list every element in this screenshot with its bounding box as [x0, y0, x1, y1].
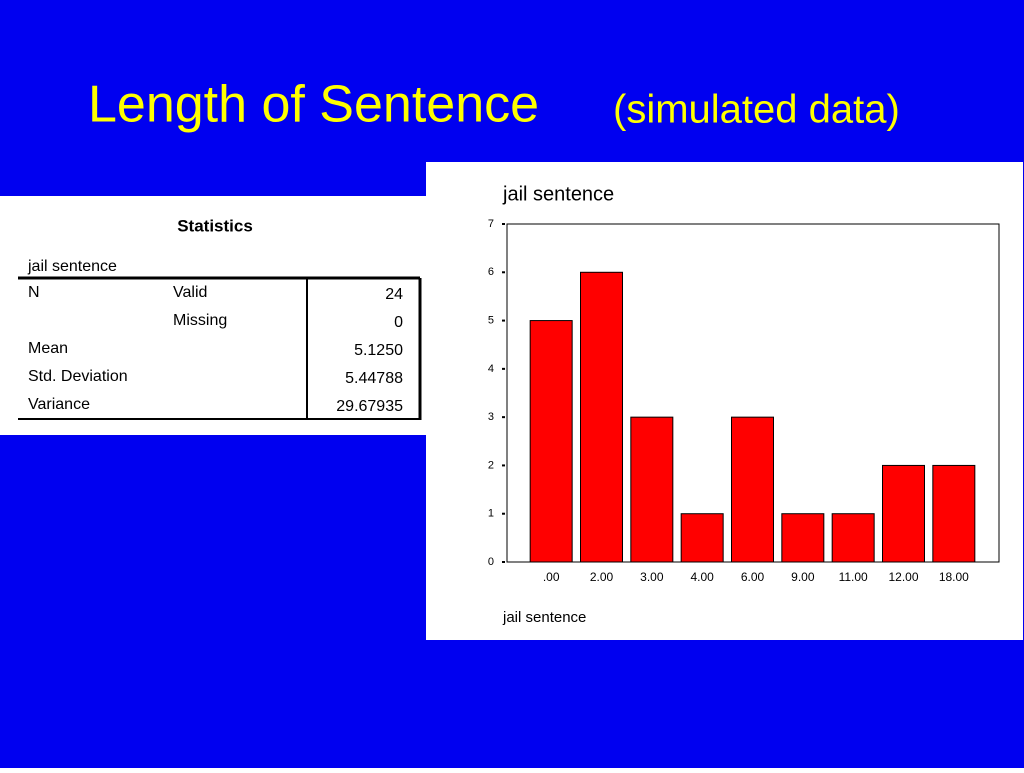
row-sublabel: Missing — [173, 312, 227, 329]
chart-panel — [426, 162, 1023, 640]
x-tick-label: 4.00 — [690, 570, 714, 584]
x-tick-label: .00 — [543, 570, 560, 584]
row-label: Std. Deviation — [28, 368, 128, 385]
row-value: 29.67935 — [336, 398, 403, 415]
bar — [529, 320, 573, 563]
bar — [580, 271, 623, 563]
y-tick-label: 7 — [488, 218, 494, 230]
x-axis-label: jail sentence — [502, 609, 586, 626]
y-tick-label: 6 — [488, 266, 494, 278]
row-value: 5.44788 — [345, 370, 403, 387]
bar — [932, 464, 976, 563]
bar — [831, 513, 875, 563]
table-panel — [0, 196, 426, 435]
bar — [882, 464, 925, 563]
row-label: Variance — [28, 396, 90, 413]
chart-title: jail sentence — [502, 183, 614, 205]
y-tick-label: 4 — [488, 363, 494, 375]
row-value: 24 — [385, 286, 403, 303]
x-tick-label: 11.00 — [839, 570, 868, 584]
x-tick-label: 6.00 — [741, 570, 765, 584]
y-tick-label: 0 — [488, 556, 494, 568]
y-tick-label: 2 — [488, 459, 494, 471]
x-tick-label: 9.00 — [791, 570, 815, 584]
y-tick-label: 3 — [488, 411, 494, 423]
row-label: Mean — [28, 340, 68, 357]
y-tick-label: 1 — [488, 508, 494, 520]
x-tick-label: 2.00 — [590, 570, 614, 584]
bar — [680, 513, 724, 563]
bar — [630, 416, 674, 563]
row-sublabel: Valid — [173, 284, 207, 301]
x-tick-label: 12.00 — [888, 570, 918, 584]
row-value: 0 — [394, 314, 403, 331]
bar — [731, 416, 774, 563]
x-tick-label: 3.00 — [640, 570, 664, 584]
x-tick-label: 18.00 — [939, 570, 969, 584]
bar — [781, 513, 825, 563]
table-title: Statistics — [177, 216, 253, 235]
row-label: N — [28, 284, 40, 301]
slide-subtitle: (simulated data) — [613, 88, 900, 132]
row-value: 5.1250 — [354, 342, 403, 359]
y-tick-label: 5 — [488, 314, 494, 326]
slide-title: Length of Sentence — [88, 76, 539, 134]
table-variable: jail sentence — [27, 258, 117, 275]
